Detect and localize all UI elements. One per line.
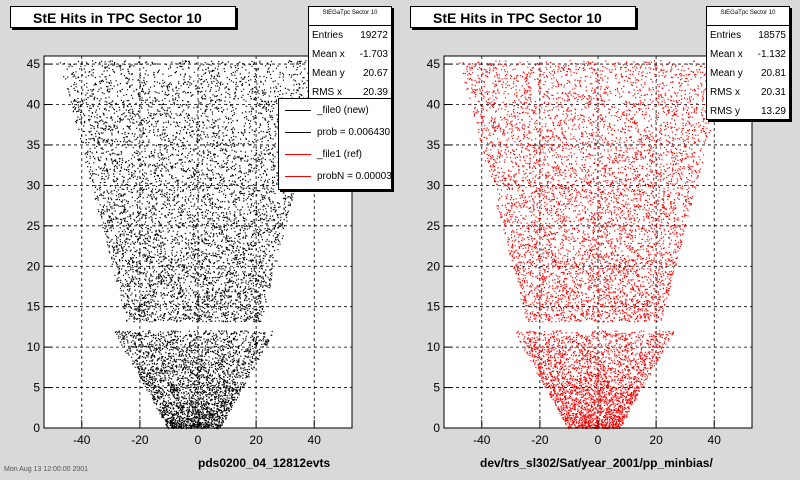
left-stats-row: RMS x 20.39: [309, 83, 391, 102]
stat-value: 20.31: [760, 87, 786, 98]
legend-entry: prob = 0.006430: [279, 121, 391, 143]
stat-value: 13.29: [760, 106, 786, 117]
legend-label: probN = 0.00003: [317, 170, 392, 182]
timestamp-text: Mon Aug 13 12:00:00 2001: [4, 466, 89, 473]
scatter-hit-points: [59, 60, 327, 430]
legend-label: _file1 (ref): [317, 148, 363, 160]
y-tick-label: 35: [27, 138, 41, 152]
left-histogram-panel: -40 -20 0 20 40 0 5 10 15 20 25 30 35 40 45 StE Hits i…: [0, 0, 398, 480]
right-stats-row: RMS y 13.29: [707, 102, 789, 121]
y-tick-label: 5: [33, 381, 40, 395]
left-stats-row: Mean y 20.67: [309, 64, 391, 83]
right-stats-row: Mean y 20.81: [707, 64, 789, 83]
x-tick-label: -20: [131, 433, 149, 447]
legend-line-swatch: [285, 131, 311, 133]
right-histogram-panel: -40 -20 0 20 40 0 5 10 15 20 25 30 35 40 45 StE Hits i…: [400, 0, 798, 480]
y-tick-label: 5: [433, 381, 440, 395]
stat-value: 20.39: [362, 87, 388, 98]
x-tick-label: 40: [308, 433, 322, 447]
right-x-axis-label: dev/trs_sl302/Sat/year_2001/pp_minbias/: [480, 456, 713, 470]
y-tick-label: 15: [427, 300, 441, 314]
legend-entry: probN = 0.00003: [279, 165, 391, 187]
stat-label: RMS y: [710, 106, 740, 117]
stat-label: Entries: [312, 30, 344, 41]
x-tick-label: 40: [708, 433, 722, 447]
stat-value: 19272: [360, 30, 388, 41]
y-tick-label: 40: [27, 98, 41, 112]
right-stats-row: Entries 18575: [707, 26, 789, 45]
y-tick-label: 25: [27, 219, 41, 233]
stat-label: Mean x: [710, 49, 743, 60]
scatter-points: [459, 60, 729, 430]
right-stats-header: StEGaTpc Sector 10: [707, 7, 789, 26]
left-stats-box: StEGaTpc Sector 10 Entries 19272 Mean x -1…: [308, 6, 392, 103]
left-plot-title: StE Hits in TPC Sector 10: [10, 6, 236, 28]
legend-line-swatch: [285, 153, 311, 155]
legend-line-swatch: [285, 109, 311, 111]
right-plot-title: StE Hits in TPC Sector 10: [410, 6, 636, 28]
x-tick-label: 0: [595, 433, 602, 447]
stat-label: Mean x: [312, 49, 345, 60]
left-stats-header: StEGaTpc Sector 10: [309, 7, 391, 26]
stat-value: 18575: [758, 30, 786, 41]
right-scatter-plot: -40 -20 0 20 40 0 5 10 15 20 25 30 35 40 45: [427, 55, 753, 447]
y-tick-label: 30: [27, 178, 41, 192]
y-tick-label: 45: [27, 57, 41, 71]
x-tick-label: -40: [473, 433, 491, 447]
y-tick-label: 35: [427, 138, 441, 152]
y-tick-label: 10: [427, 340, 441, 354]
y-tick-label: 0: [433, 421, 440, 435]
left-x-axis-label: pds0200_04_12812evts: [198, 456, 331, 470]
stat-value: -1.132: [757, 49, 786, 60]
y-tick-label: 10: [27, 340, 41, 354]
y-tick-label: 45: [427, 57, 441, 71]
stat-value: -1.703: [359, 49, 388, 60]
stat-label: RMS x: [312, 87, 342, 98]
y-tick-label: 30: [427, 178, 441, 192]
x-tick-label: 20: [649, 433, 663, 447]
stat-value: 20.81: [760, 68, 786, 79]
y-tick-label: 0: [33, 421, 40, 435]
stat-value: 20.67: [362, 68, 388, 79]
stat-label: Mean y: [710, 68, 743, 79]
y-tick-label: 40: [427, 98, 441, 112]
y-tick-label: 20: [427, 259, 441, 273]
legend-entry: _file0 (new): [279, 99, 391, 121]
left-stats-row: Entries 19272: [309, 26, 391, 45]
stat-label: Entries: [710, 30, 742, 41]
right-stats-row: Mean x -1.132: [707, 45, 789, 64]
legend-entry: _file1 (ref): [279, 143, 391, 165]
legend-label: _file0 (new): [317, 104, 369, 116]
legend-line-swatch: [285, 175, 311, 177]
scatter-hit-points: [459, 60, 729, 430]
right-stats-box: StEGaTpc Sector 10 Entries 18575 Mean x -1…: [706, 6, 790, 120]
y-tick-label: 15: [27, 300, 41, 314]
stat-label: RMS x: [710, 87, 740, 98]
x-tick-label: -40: [73, 433, 91, 447]
y-tick-label: 25: [427, 219, 441, 233]
x-tick-label: -20: [531, 433, 549, 447]
x-tick-label: 20: [249, 433, 263, 447]
comparison-legend: _file0 (new) prob = 0.006430 _file1 (ref…: [278, 98, 392, 190]
scatter-points: [59, 60, 327, 430]
left-stats-row: Mean x -1.703: [309, 45, 391, 64]
stat-label: Mean y: [312, 68, 345, 79]
right-stats-row: RMS x 20.31: [707, 83, 789, 102]
legend-label: prob = 0.006430: [317, 126, 391, 138]
y-tick-label: 20: [27, 259, 41, 273]
x-tick-label: 0: [195, 433, 202, 447]
